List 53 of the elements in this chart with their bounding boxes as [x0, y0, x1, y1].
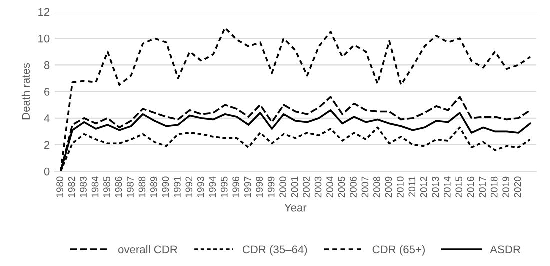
legend-label: overall CDR	[118, 245, 178, 254]
x-tick-label: 1998	[256, 176, 264, 198]
x-tick-label: 1989	[150, 176, 158, 198]
y-tick-label: 10	[38, 34, 50, 43]
x-tick-label: 1990	[162, 176, 170, 198]
y-tick-label: 8	[44, 61, 50, 70]
x-tick-label: 2009	[385, 176, 392, 198]
legend-label: ASDR	[490, 246, 520, 254]
y-tick-label: 0	[44, 168, 50, 176]
x-tick-label: 1983	[80, 176, 87, 198]
x-tick-label: 1985	[104, 176, 110, 198]
x-tick-label: 2012	[420, 176, 428, 198]
x-tick-label: 2017	[479, 176, 486, 198]
x-tick-label: 2019	[502, 176, 510, 198]
y-tick-label: 12	[38, 8, 50, 16]
x-tick-label: 2001	[291, 176, 298, 198]
y-axis-title: Death rates	[22, 63, 30, 120]
x-tick-label: 1994	[209, 176, 216, 198]
x-tick-label: 2013	[432, 176, 440, 198]
x-tick-label: 1999	[268, 176, 275, 198]
x-tick-label: 2002	[303, 176, 310, 198]
x-tick-label: 2020	[514, 176, 522, 198]
x-tick-label: 1986	[115, 176, 122, 198]
x-tick-label: 2014	[444, 176, 451, 198]
x-tick-label: 1993	[197, 176, 204, 198]
x-tick-label: 2003	[314, 176, 322, 198]
x-tick-label: 2004	[326, 176, 334, 198]
legend-label: CDR (35–64)	[242, 245, 308, 256]
x-tick-label: 1991	[174, 176, 181, 198]
x-axis-title: Year	[284, 204, 307, 212]
x-tick-label: 1995	[220, 176, 228, 198]
x-tick-label: 1992	[186, 176, 193, 198]
x-tick-label: 2018	[490, 176, 498, 198]
x-tick-label: 2010	[396, 176, 404, 198]
x-tick-label: 1980	[56, 176, 64, 198]
x-tick-label: 1984	[92, 176, 99, 198]
x-tick-label: 2011	[408, 176, 416, 197]
x-tick-label: 2016	[467, 176, 474, 198]
x-tick-label: 1982	[68, 176, 76, 198]
x-tick-label: 2015	[456, 176, 463, 198]
x-tick-label: 2008	[374, 176, 380, 198]
y-tick-label: 2	[44, 141, 50, 149]
x-tick-label: 2007	[362, 176, 369, 198]
x-tick-label: 2006	[350, 176, 357, 198]
y-tick-label: 4	[44, 114, 50, 122]
x-tick-label: 1987	[127, 176, 134, 198]
legend-label: CDR (65+)	[372, 245, 425, 256]
x-tick-label: 1996	[232, 176, 240, 198]
x-tick-label: 2000	[280, 176, 286, 198]
y-tick-label: 6	[44, 88, 50, 96]
x-tick-label: 1997	[244, 176, 252, 198]
x-tick-label: 1988	[138, 176, 146, 198]
x-tick-label: 2005	[338, 176, 346, 198]
